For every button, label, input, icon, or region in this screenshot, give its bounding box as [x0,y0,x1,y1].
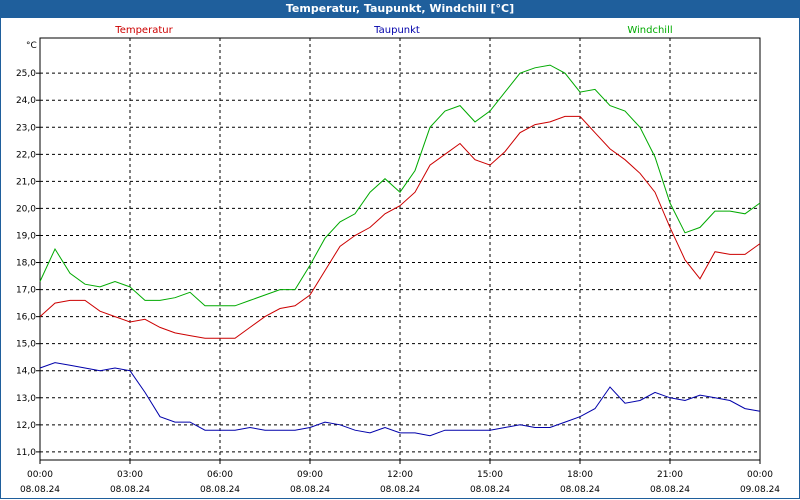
y-tick-label: 23,0 [16,123,36,133]
x-tick-date-label: 09.08.24 [740,485,780,495]
legend-item-taupunkt: Taupunkt [373,25,420,36]
series-line-windchill [39,64,761,307]
window-title: Temperatur, Taupunkt, Windchill [°C] [0,0,800,18]
series-line-taupunkt [39,362,761,437]
y-tick-label: 25,0 [16,69,36,79]
x-tick-time-label: 15:00 [477,470,503,480]
y-tick-label: 20,0 [16,204,36,214]
x-tick-date-label: 08.08.24 [470,485,510,495]
series-lines [39,64,761,437]
x-tick-time-label: 03:00 [117,470,143,480]
y-tick-label: 22,0 [16,150,36,160]
legend-item-windchill: Windchill [627,25,672,36]
x-tick-time-label: 12:00 [387,470,413,480]
y-tick-label: 14,0 [16,367,36,377]
x-tick-date-label: 08.08.24 [650,485,690,495]
x-tick-date-label: 08.08.24 [20,485,60,495]
y-tick-label: 12,0 [16,421,36,431]
y-axis-label: °C [26,41,37,51]
y-tick-label: 13,0 [16,394,36,404]
x-tick-time-label: 21:00 [657,470,683,480]
y-axis-ticks: 11,0 12,0 13,0 14,0 15,0 16,0 17,0 18,0 19,0 20,0… [16,69,40,458]
y-tick-label: 21,0 [16,177,36,187]
legend-item-temperatur: Temperatur [114,25,173,36]
series-line-temperatur [39,115,761,339]
y-tick-label: 11,0 [16,448,36,458]
y-tick-label: 19,0 [16,231,36,241]
chart-grid [40,38,760,460]
x-tick-date-label: 08.08.24 [290,485,330,495]
x-axis-ticks: 00:00 08.08.24 03:00 08.08.24 06:00 08.08.24 0… [20,460,780,495]
x-tick-date-label: 08.08.24 [200,485,240,495]
x-tick-date-label: 08.08.24 [560,485,600,495]
y-tick-label: 17,0 [16,286,36,296]
y-tick-label: 24,0 [16,96,36,106]
x-tick-time-label: 06:00 [207,470,233,480]
x-tick-time-label: 00:00 [747,470,773,480]
chart-legend: Temperatur Taupunkt Windchill [114,25,672,36]
x-tick-date-label: 08.08.24 [380,485,420,495]
x-tick-time-label: 18:00 [567,470,593,480]
x-tick-date-label: 08.08.24 [110,485,150,495]
x-tick-time-label: 09:00 [297,470,323,480]
y-tick-label: 16,0 [16,313,36,323]
y-tick-label: 15,0 [16,340,36,350]
x-tick-time-label: 00:00 [27,470,53,480]
y-tick-label: 18,0 [16,259,36,269]
